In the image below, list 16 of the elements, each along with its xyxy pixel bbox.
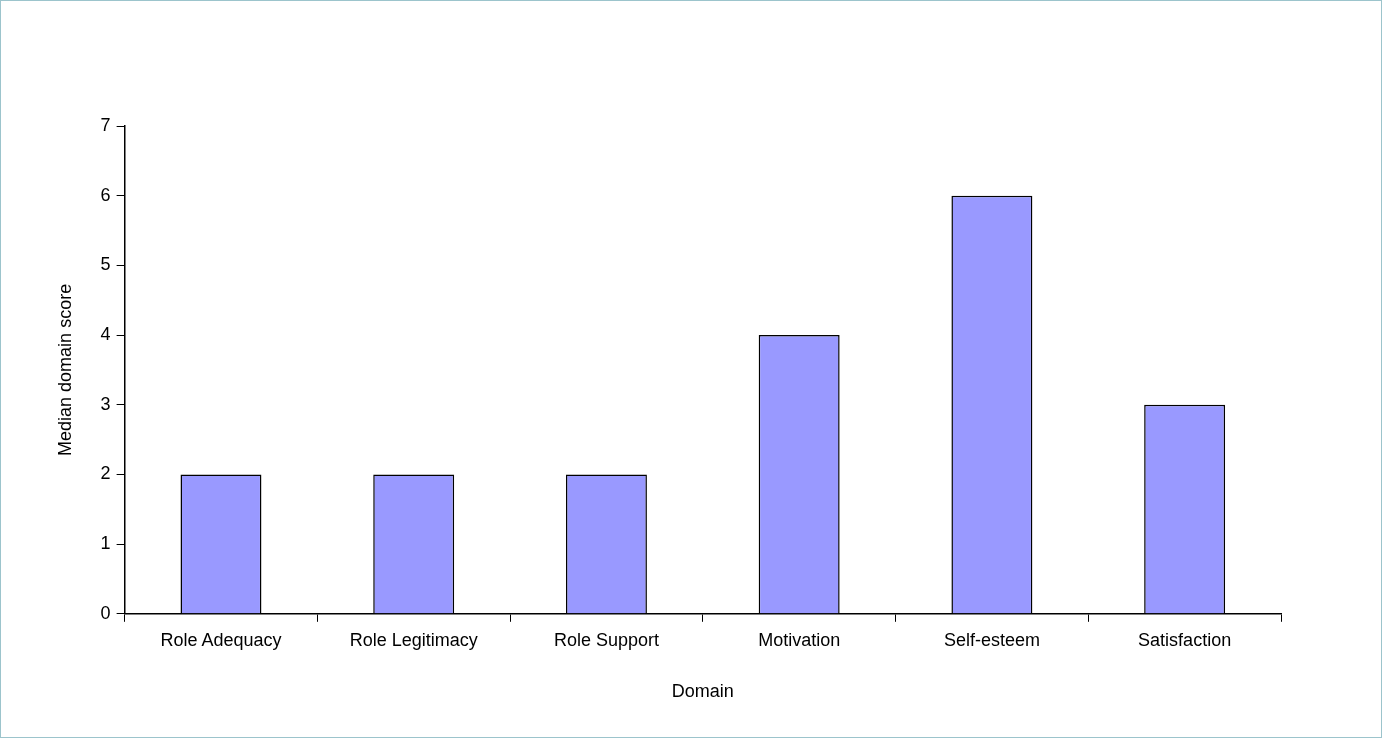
x-tick-label: Satisfaction (1138, 629, 1232, 650)
y-tick-label: 6 (100, 184, 111, 205)
y-tick-label: 3 (100, 393, 111, 414)
x-tick-label: Motivation (758, 629, 841, 650)
y-tick-label: 4 (100, 324, 111, 345)
x-axis-title: Domain (671, 681, 734, 702)
x-tick-label: Role Adequacy (160, 629, 282, 650)
x-tick-label: Role Legitimacy (349, 629, 478, 650)
y-tick-label: 0 (100, 602, 111, 623)
y-tick-label: 1 (100, 533, 111, 554)
x-tick-label: Role Support (553, 629, 659, 650)
y-tick-label: 7 (100, 114, 111, 135)
x-tick-label: Self-esteem (943, 629, 1040, 650)
y-tick-label: 2 (100, 463, 111, 484)
y-tick-label: 5 (100, 254, 111, 275)
y-axis-title: Median domain score (54, 283, 75, 456)
